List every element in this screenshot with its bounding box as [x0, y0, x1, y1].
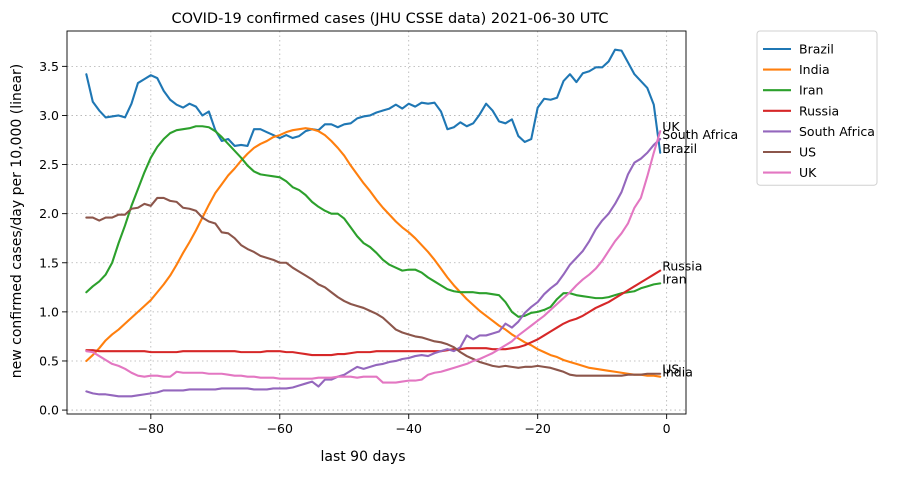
y-tick-label: 3.5 [39, 59, 59, 74]
series-line-south-africa [85, 137, 662, 398]
y-axis-ticks: 0.0 0.5 1.0 1.5 2.0 2.5 3.0 3.5 [39, 59, 67, 418]
x-tick-label: −40 [396, 421, 422, 436]
series-line-brazil [85, 48, 662, 154]
x-tick-label: −20 [525, 421, 551, 436]
y-tick-label: 1.0 [39, 304, 59, 319]
legend-label-south-africa: South Africa [799, 124, 875, 139]
y-tick-label: 0.0 [39, 403, 59, 418]
end-label-russia: Russia [662, 259, 702, 274]
legend-label-uk: UK [799, 165, 817, 180]
legend-label-iran: Iran [799, 83, 823, 98]
series-line-iran [85, 125, 662, 318]
y-tick-label: 1.5 [39, 255, 59, 270]
end-label-iran: Iran [662, 271, 686, 286]
end-label-brazil: Brazil [662, 141, 697, 156]
y-tick-label: 2.5 [39, 157, 59, 172]
x-axis-ticks: −80 −60 −40 −20 0 [138, 414, 671, 436]
x-tick-label: −80 [138, 421, 164, 436]
series-line-uk [85, 130, 662, 384]
chart-title: COVID-19 confirmed cases (JHU CSSE data)… [171, 11, 608, 27]
end-label-south-africa: South Africa [662, 127, 738, 142]
y-tick-label: 3.0 [39, 108, 59, 123]
x-tick-label: −60 [267, 421, 293, 436]
x-axis-label: last 90 days [320, 449, 405, 465]
series-line-us [85, 196, 662, 377]
series-line-russia [85, 269, 662, 357]
series-lines [85, 48, 662, 398]
y-tick-label: 0.5 [39, 353, 59, 368]
end-label-india: India [662, 365, 693, 380]
y-tick-label: 2.0 [39, 206, 59, 221]
legend: Brazil India Iran Russia South Africa US UK [756, 30, 878, 186]
legend-label-us: US [799, 145, 816, 160]
end-label-us: US [662, 362, 679, 377]
grid-lines [67, 31, 686, 414]
x-tick-label: 0 [663, 421, 671, 436]
legend-label-india: India [799, 62, 830, 77]
plot-frame [66, 30, 687, 415]
legend-label-brazil: Brazil [799, 42, 834, 57]
legend-label-russia: Russia [799, 103, 839, 118]
end-label-uk: UK [662, 119, 680, 134]
series-line-india [85, 127, 662, 378]
y-axis-label: new confirmed cases/day per 10,000 (line… [9, 64, 25, 379]
